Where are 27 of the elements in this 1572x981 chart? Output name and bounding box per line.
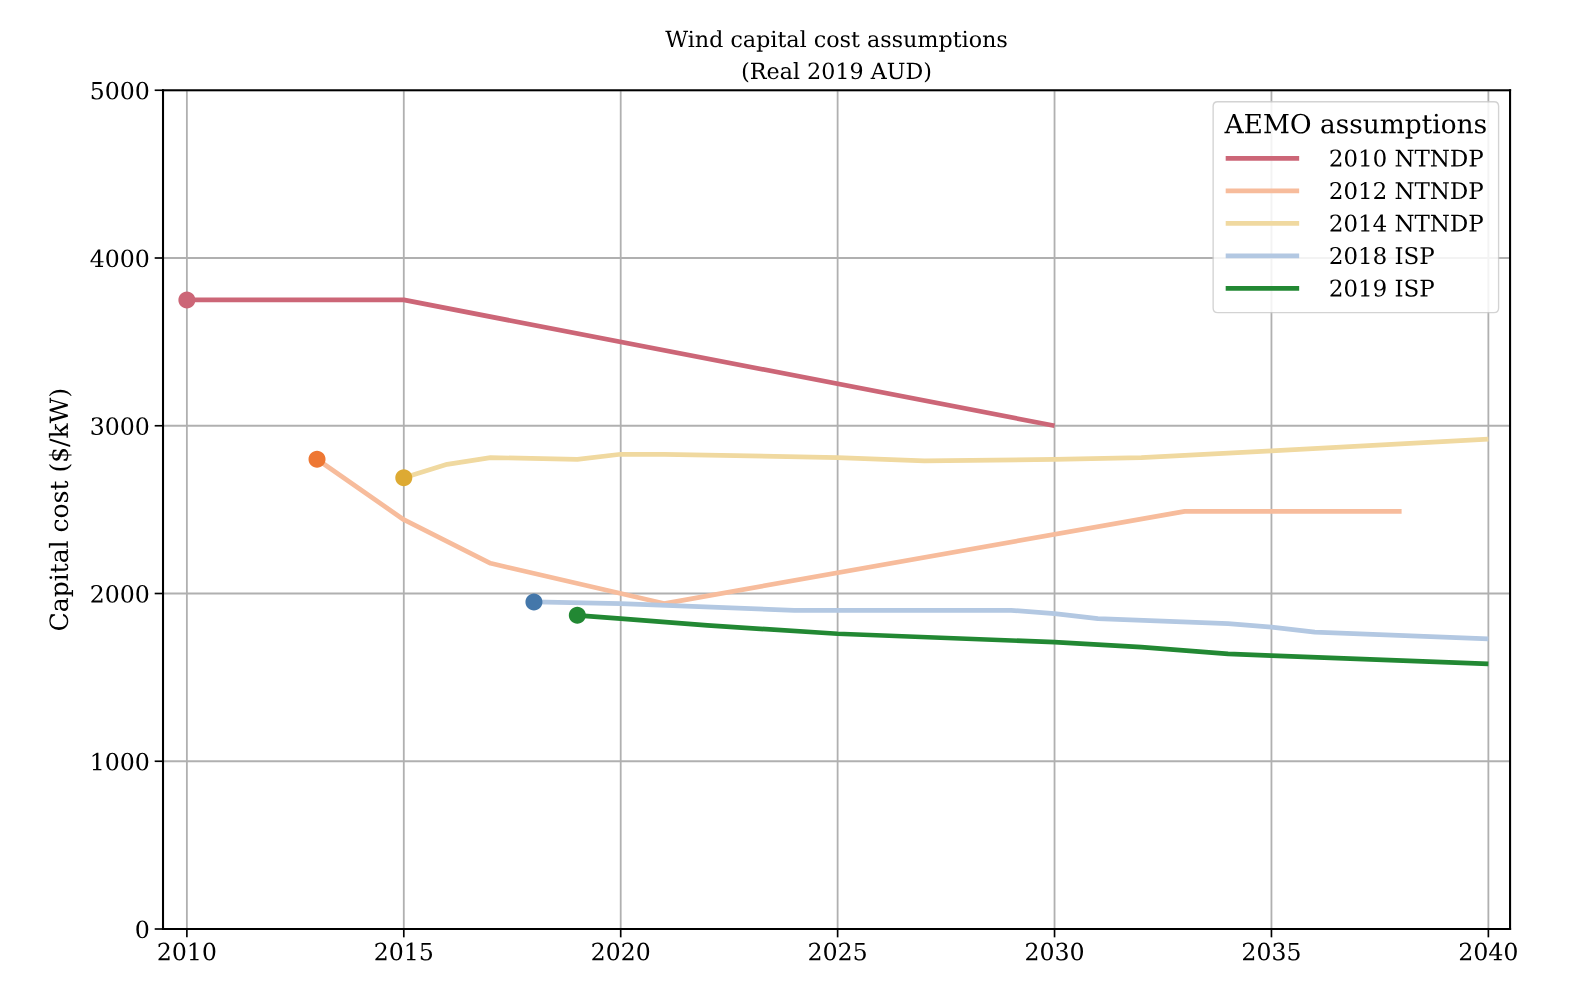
point bbox=[395, 469, 413, 487]
point bbox=[308, 450, 326, 468]
y-tick-label: 5000 bbox=[91, 81, 149, 100]
y-tick-label: 1000 bbox=[92, 752, 149, 771]
legend-label: 2019 ISP bbox=[1330, 279, 1434, 297]
x-tick-label: 2030 bbox=[1026, 942, 1084, 961]
x-tick-label: 2020 bbox=[592, 942, 650, 961]
legend-label: 2014 NTNDP bbox=[1330, 214, 1483, 232]
y-tick-label: 2000 bbox=[91, 584, 149, 603]
chart-title: Wind capital cost assumptions bbox=[665, 30, 1007, 52]
legend-label: 2018 ISP bbox=[1330, 246, 1434, 265]
legend-label: 2010 NTNDP bbox=[1330, 149, 1483, 167]
x-tick-label: 2025 bbox=[809, 942, 866, 961]
point bbox=[525, 593, 543, 611]
x-tick-label: 2010 bbox=[158, 942, 216, 961]
chart-subtitle: (Real 2019 AUD) bbox=[742, 62, 931, 83]
legend-title: AEMO assumptions bbox=[1224, 113, 1486, 139]
point bbox=[178, 291, 196, 309]
y-tick-label: 3000 bbox=[91, 417, 149, 436]
x-tick-label: 2040 bbox=[1459, 942, 1517, 961]
y-tick-label: 4000 bbox=[90, 249, 149, 268]
x-tick-label: 2015 bbox=[375, 942, 433, 961]
x-tick-label: 2035 bbox=[1243, 942, 1300, 961]
y-axis-title: Capital cost ($/kW) bbox=[48, 389, 74, 630]
y-tick-label: 0 bbox=[136, 920, 149, 939]
legend-label: 2012 NTNDP bbox=[1330, 181, 1483, 200]
point bbox=[568, 606, 586, 624]
